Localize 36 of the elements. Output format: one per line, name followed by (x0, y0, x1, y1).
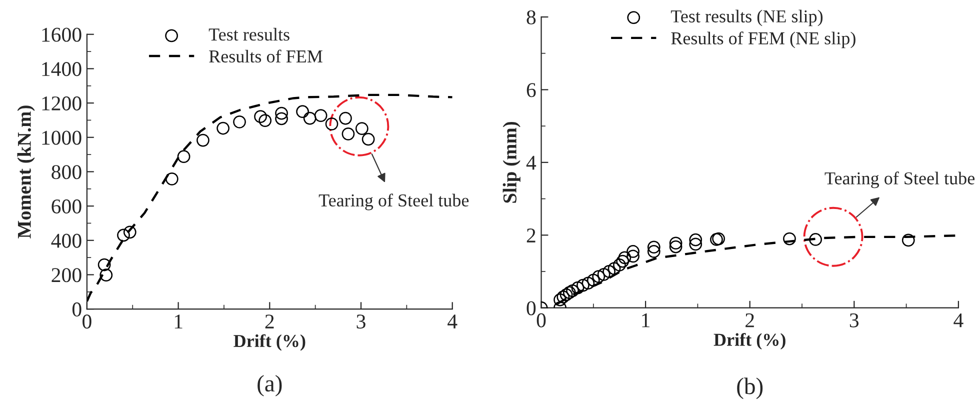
x-tick-label: 3 (356, 314, 366, 329)
x-tick-label: 3 (850, 313, 859, 328)
text: (a) (258, 374, 282, 396)
y-tick-label: 600 (52, 199, 82, 214)
y-tick-label: 200 (52, 268, 82, 282)
x-tick-label: 0 (82, 314, 92, 329)
legend-label: Test results (NE slip) (670, 10, 823, 26)
legend-label: Test results (208, 28, 290, 41)
y-tick-label: 4 (526, 156, 536, 170)
x-tick-label: 1 (174, 314, 182, 328)
x-tick-label: 1 (642, 313, 650, 328)
x-tick-label: 2 (265, 314, 274, 328)
x-tick-label: 0 (536, 313, 546, 328)
x-tick-label: 4 (448, 314, 458, 328)
x-axis-title: Drift (%) (234, 334, 306, 351)
annotation: Tearing of Steel tube (318, 194, 469, 210)
annotation: Tearing of Steel tube (824, 172, 974, 188)
y-tick-label: 8 (526, 10, 536, 24)
text: (b) (737, 378, 763, 400)
y-axis-title: Moment (kN.m) (17, 106, 35, 238)
y-tick-label: 6 (526, 83, 536, 98)
legend-label: Results of FEM (NE slip) (671, 32, 856, 48)
y-axis-title: Slip (mm) (502, 122, 520, 203)
y-tick-label: 2 (526, 228, 536, 242)
x-tick-label: 2 (746, 313, 754, 328)
x-tick-label: 4 (954, 313, 964, 328)
y-tick-label: 800 (52, 165, 82, 180)
y-tick-label: 0 (72, 302, 82, 316)
x-axis-title: Drift (%) (714, 332, 786, 350)
y-tick-label: 0 (526, 301, 536, 316)
y-tick-label: 1400 (42, 62, 82, 76)
y-tick-label: 400 (51, 234, 82, 248)
y-tick-label: 1600 (42, 28, 82, 42)
y-tick-label: 1000 (42, 130, 82, 145)
legend-label: Results of FEM (209, 50, 322, 63)
y-tick-label: 1200 (42, 96, 82, 110)
